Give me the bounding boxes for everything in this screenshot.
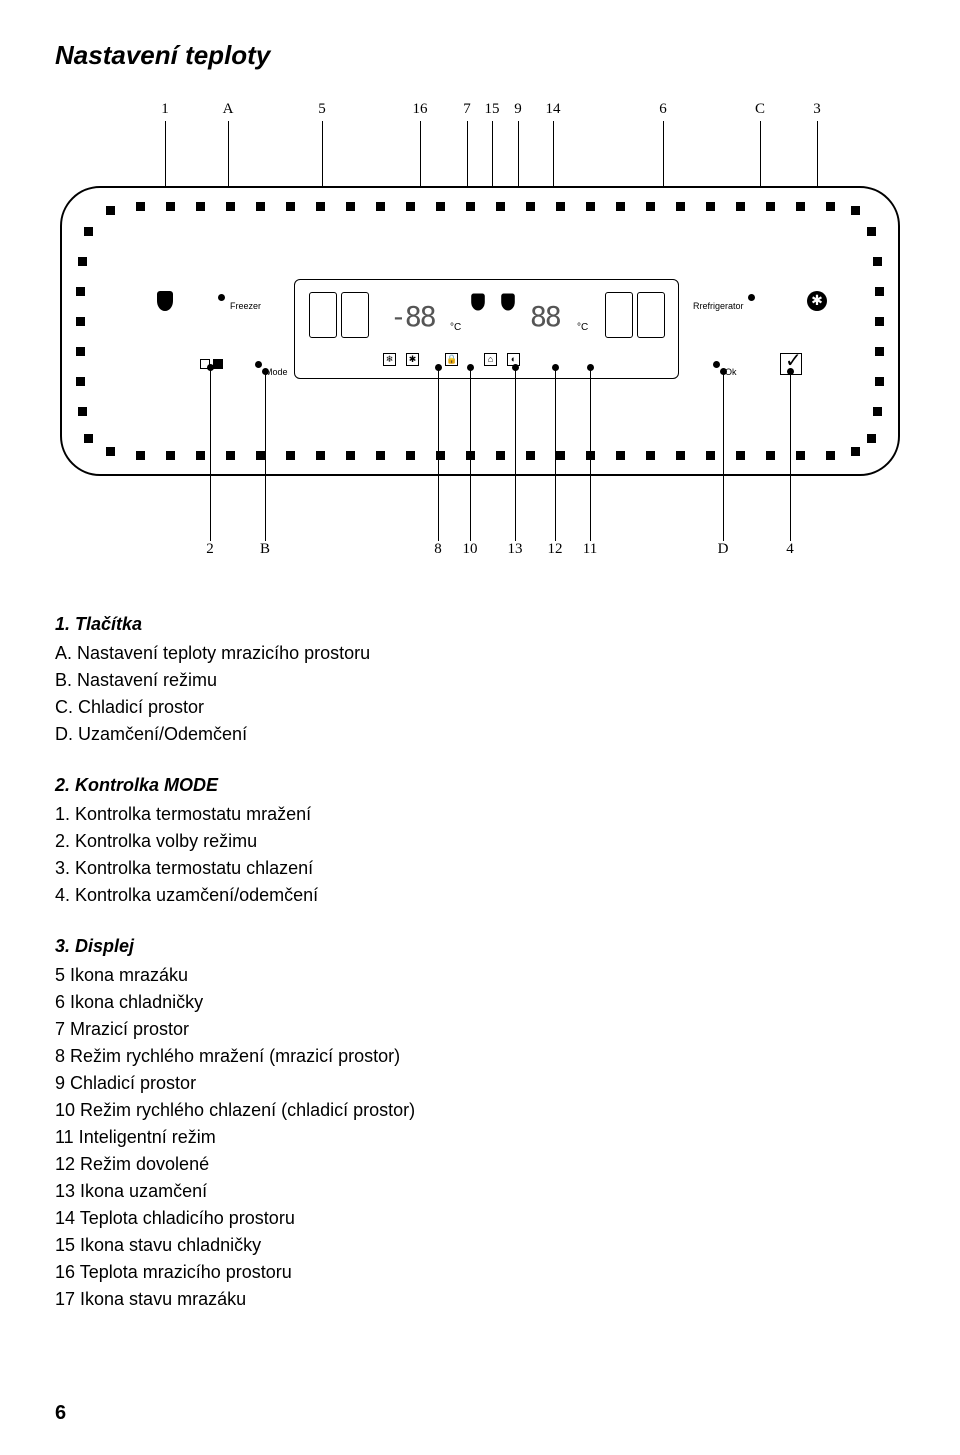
list-item: B. Nastavení režimu — [55, 667, 905, 694]
callout-line — [555, 369, 556, 541]
list-item: C. Chladicí prostor — [55, 694, 905, 721]
callout-15: 15 — [485, 101, 500, 118]
callout-D: D — [718, 541, 729, 558]
callout-line — [790, 373, 791, 541]
callout-7: 7 — [463, 101, 471, 118]
list-item: 7 Mrazicí prostor — [55, 1016, 905, 1043]
callout-4: 4 — [786, 541, 794, 558]
degree-c: °C — [577, 322, 588, 333]
small-shield-icon — [471, 294, 485, 311]
fridge-bar-icon — [637, 292, 665, 338]
callout-1: 1 — [161, 101, 169, 118]
callout-12: 12 — [548, 541, 563, 558]
list-item: 14 Teplota chladicího prostoru — [55, 1205, 905, 1232]
page-title: Nastavení teploty — [55, 40, 905, 71]
list-item: 4. Kontrolka uzamčení/odemčení — [55, 882, 905, 909]
callout-9: 9 — [514, 101, 522, 118]
list-item: 10 Režim rychlého chlazení (chladicí pro… — [55, 1097, 905, 1124]
list-item: 13 Ikona uzamčení — [55, 1178, 905, 1205]
list-item: 3. Kontrolka termostatu chlazení — [55, 855, 905, 882]
lock-icon: 🔒 — [445, 353, 458, 366]
freezer-label: Freezer — [230, 301, 261, 311]
mode-indicator-icon — [213, 359, 223, 369]
callout-dot — [467, 364, 474, 371]
list-item: A. Nastavení teploty mrazicího prostoru — [55, 640, 905, 667]
callout-dot — [207, 364, 214, 371]
list-item: 11 Inteligentní režim — [55, 1124, 905, 1151]
degree-c: °C — [450, 322, 461, 333]
callout-dot — [262, 368, 269, 375]
freezer-bar-icon — [309, 292, 337, 338]
callout-16: 16 — [413, 101, 428, 118]
freezer-temp-display: -88 — [390, 300, 435, 333]
list-item: 8 Režim rychlého mražení (mrazicí prosto… — [55, 1043, 905, 1070]
callout-line — [265, 373, 266, 541]
callout-C: C — [755, 101, 765, 118]
page-number: 6 — [55, 1402, 66, 1425]
list-item: 1. Kontrolka termostatu mražení — [55, 801, 905, 828]
callout-line — [590, 369, 591, 541]
callout-10: 10 — [463, 541, 478, 558]
callout-dot — [435, 364, 442, 371]
refrigerator-label: Rrefrigerator — [693, 301, 744, 311]
small-shield-icon — [501, 294, 515, 311]
callout-13: 13 — [508, 541, 523, 558]
holiday-icon: ⌂ — [484, 353, 497, 366]
callout-2: 2 — [206, 541, 214, 558]
callout-11: 11 — [583, 541, 597, 558]
callout-line — [723, 373, 724, 541]
list-item: 15 Ikona stavu chladničky — [55, 1232, 905, 1259]
list-item: 2. Kontrolka volby režimu — [55, 828, 905, 855]
section-display: 3. Displej 5 Ikona mrazáku 6 Ikona chlad… — [55, 933, 905, 1313]
callout-B: B — [260, 541, 270, 558]
star-icon: ✱ — [807, 291, 827, 311]
freezer-bar-icon — [341, 292, 369, 338]
list-item: 16 Teplota mrazicího prostoru — [55, 1259, 905, 1286]
list-item: 17 Ikona stavu mrazáku — [55, 1286, 905, 1313]
bottom-callout-labels: 2 B 8 10 13 12 11 D 4 — [60, 541, 900, 561]
list-item: 5 Ikona mrazáku — [55, 962, 905, 989]
fast-cool-icon: ✱ — [406, 353, 419, 366]
fridge-bar-icon — [605, 292, 633, 338]
lcd-display: -88 °C 88 °C ❄ ✱ 🔒 ⌂ ◐ — [294, 279, 679, 379]
section-title: 3. Displej — [55, 933, 905, 960]
list-item: 12 Režim dovolené — [55, 1151, 905, 1178]
section-mode: 2. Kontrolka MODE 1. Kontrolka termostat… — [55, 772, 905, 909]
callout-line — [470, 369, 471, 541]
callout-line — [515, 369, 516, 541]
mode-icons-row: ❄ ✱ 🔒 ⌂ ◐ — [383, 353, 520, 366]
callout-5: 5 — [318, 101, 326, 118]
callout-dot — [720, 368, 727, 375]
section-title: 1. Tlačítka — [55, 611, 905, 638]
callout-3: 3 — [813, 101, 821, 118]
fast-freeze-icon: ❄ — [383, 353, 396, 366]
list-item: D. Uzamčení/Odemčení — [55, 721, 905, 748]
list-item: 6 Ikona chladničky — [55, 989, 905, 1016]
section-buttons: 1. Tlačítka A. Nastavení teploty mrazicí… — [55, 611, 905, 748]
callout-dot — [587, 364, 594, 371]
indicator-dot — [218, 294, 225, 301]
indicator-dot — [713, 361, 720, 368]
indicator-dot — [748, 294, 755, 301]
callout-line — [438, 369, 439, 541]
callout-dot — [552, 364, 559, 371]
callout-dot — [512, 364, 519, 371]
fridge-temp-display: 88 — [530, 300, 560, 333]
section-title: 2. Kontrolka MODE — [55, 772, 905, 799]
callout-8: 8 — [434, 541, 442, 558]
control-panel-diagram: 1 A 5 16 7 15 9 14 6 C 3 — [60, 101, 900, 561]
indicator-dot — [255, 361, 262, 368]
callout-line — [210, 369, 211, 541]
list-item: 9 Chladicí prostor — [55, 1070, 905, 1097]
top-callout-labels: 1 A 5 16 7 15 9 14 6 C 3 — [60, 101, 900, 121]
callout-dot — [787, 368, 794, 375]
callout-14: 14 — [546, 101, 561, 118]
callout-6: 6 — [659, 101, 667, 118]
callout-A: A — [223, 101, 234, 118]
shield-icon — [157, 291, 173, 311]
